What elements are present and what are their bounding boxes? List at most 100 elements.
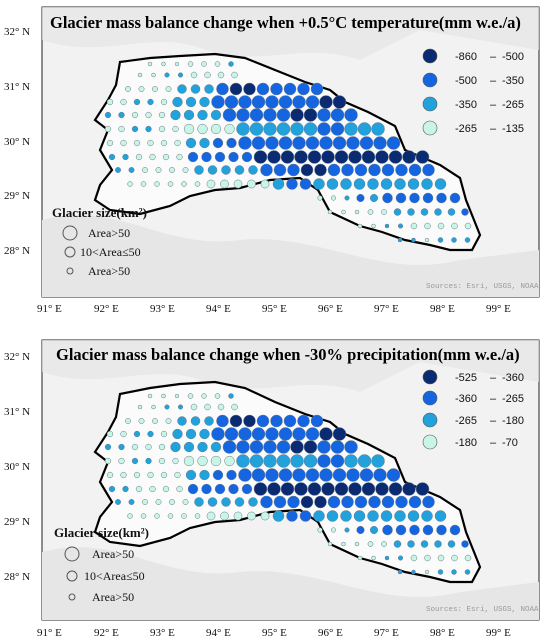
- glacier-dot: [229, 414, 243, 428]
- size-legend-label: 10<Area≤50: [80, 245, 141, 259]
- lon-label: 92° E: [94, 627, 119, 639]
- glacier-dot: [181, 513, 187, 519]
- glacier-dot: [104, 111, 112, 119]
- glacier-dot: [310, 414, 324, 428]
- glacier-dot: [369, 193, 379, 203]
- glacier-dot: [210, 441, 222, 453]
- glacier-dot: [145, 443, 152, 451]
- glacier-dot: [106, 471, 114, 479]
- glacier-dot: [236, 122, 250, 136]
- glacier-dot: [160, 139, 168, 147]
- glacier-dot: [147, 98, 154, 106]
- glacier-dot: [380, 510, 393, 522]
- glacier-dot: [201, 393, 207, 399]
- glacier-dot: [388, 150, 403, 164]
- glacier-dot: [449, 524, 461, 536]
- glacier-dot: [346, 468, 360, 482]
- legend-from: -265: [455, 123, 477, 135]
- glacier-dot: [238, 468, 252, 482]
- lat-label: 32° N: [4, 351, 30, 363]
- glacier-dot: [197, 441, 208, 453]
- glacier-dot: [354, 495, 368, 509]
- glacier-dot: [367, 209, 374, 215]
- glacier-dot: [138, 418, 145, 424]
- glacier-dot: [224, 123, 235, 135]
- glacier-dot: [228, 61, 234, 67]
- glacier-dot: [464, 222, 472, 230]
- glacier-dot: [133, 430, 141, 438]
- glacier-dot: [214, 151, 226, 163]
- glacier-dot: [204, 84, 214, 94]
- glacier-dot: [393, 208, 402, 216]
- size-legend-label: 10<Area≤50: [84, 569, 145, 583]
- lat-label: 31° N: [4, 81, 30, 93]
- glacier-dot: [214, 61, 221, 67]
- glacier-dot: [115, 167, 121, 173]
- legend-swatch: [422, 72, 438, 88]
- glacier-dot: [341, 209, 346, 215]
- glacier-dot: [185, 469, 197, 481]
- glacier-dot: [115, 499, 121, 505]
- glacier-dot: [276, 440, 291, 454]
- glacier-dot: [408, 495, 422, 509]
- glacier-dot: [140, 513, 147, 519]
- glacier-dot: [353, 178, 366, 190]
- glacier-dot: [422, 163, 435, 177]
- glacier-dot: [147, 393, 153, 399]
- glacier-dot: [327, 163, 341, 177]
- glacier-dot: [158, 125, 166, 133]
- lon-label: 95° E: [262, 627, 287, 639]
- legend-to: -70: [502, 437, 518, 449]
- lat-label: 28° N: [4, 571, 30, 583]
- glacier-dot: [220, 511, 229, 521]
- glacier-dot: [185, 137, 197, 149]
- glacier-dot: [434, 540, 442, 548]
- relief-texture: [42, 340, 539, 620]
- glacier-dot: [330, 454, 345, 468]
- size-legend-circle-medium: [66, 570, 78, 582]
- glacier-dot: [437, 237, 444, 243]
- size-legend-label: Area>50: [92, 547, 134, 561]
- glacier-dot: [436, 524, 447, 536]
- glacier-dot: [300, 163, 314, 177]
- glacier-dot: [125, 418, 131, 424]
- glacier-dot: [104, 125, 112, 133]
- glacier-dot: [424, 222, 431, 230]
- glacier-dot: [344, 122, 358, 136]
- glacier-dot: [451, 569, 457, 575]
- relief-texture: [42, 7, 539, 297]
- glacier-dot: [142, 499, 148, 505]
- glacier-dot: [434, 510, 447, 522]
- glacier-dot: [170, 109, 181, 121]
- glacier-dot: [260, 179, 270, 189]
- value-legend: -860 – -500 -500 – -350 -350 – -265 -265…: [422, 48, 524, 136]
- glacier-dot: [155, 499, 162, 505]
- glacier-dot: [122, 485, 129, 493]
- legend-to: -360: [502, 372, 524, 384]
- glacier-dot: [273, 163, 287, 177]
- glacier-dot: [415, 482, 430, 496]
- glacier-dot: [185, 96, 197, 108]
- glacier-dot: [137, 404, 143, 410]
- glacier-dot: [120, 430, 127, 438]
- glacier-dot: [138, 86, 145, 92]
- glacier-dot: [420, 540, 429, 548]
- glacier-dot: [395, 524, 407, 536]
- glacier-dot: [185, 428, 197, 440]
- glacier-dot: [161, 61, 166, 67]
- glacier-dot: [367, 510, 379, 522]
- glacier-dot: [122, 153, 129, 161]
- glacier-dot: [303, 122, 318, 136]
- glacier-dot: [321, 482, 335, 496]
- glacier-dot: [197, 123, 208, 135]
- glacier-dot: [464, 237, 471, 243]
- glacier-dot: [424, 569, 430, 575]
- glacier-dot: [217, 403, 225, 411]
- lat-label: 30° N: [4, 136, 30, 148]
- glacier-dot: [120, 98, 127, 106]
- glacier-dot: [375, 150, 389, 164]
- glacier-dot: [436, 192, 447, 204]
- glacier-dot: [332, 468, 347, 482]
- glacier-dot: [106, 430, 114, 438]
- glacier-dot: [167, 181, 174, 187]
